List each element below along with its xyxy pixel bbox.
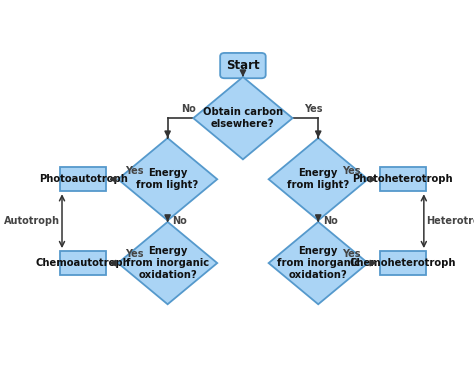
Polygon shape bbox=[269, 222, 368, 304]
Text: Energy
from light?: Energy from light? bbox=[287, 168, 349, 190]
Text: Yes: Yes bbox=[342, 249, 360, 259]
Text: No: No bbox=[181, 104, 196, 114]
Polygon shape bbox=[118, 222, 217, 304]
Text: Chemoautotroph: Chemoautotroph bbox=[36, 258, 130, 268]
FancyBboxPatch shape bbox=[60, 167, 106, 191]
Text: Energy
from inorganic
oxidation?: Energy from inorganic oxidation? bbox=[277, 246, 360, 280]
Polygon shape bbox=[118, 138, 217, 220]
Text: Chemoheterotroph: Chemoheterotroph bbox=[349, 258, 456, 268]
Text: Autotroph: Autotroph bbox=[4, 216, 60, 226]
Text: Heterotroph: Heterotroph bbox=[426, 216, 474, 226]
Text: No: No bbox=[172, 216, 187, 226]
Text: Photoheterotroph: Photoheterotroph bbox=[352, 174, 453, 184]
FancyBboxPatch shape bbox=[380, 167, 426, 191]
Text: Energy
from inorganic
oxidation?: Energy from inorganic oxidation? bbox=[126, 246, 209, 280]
FancyBboxPatch shape bbox=[60, 251, 106, 275]
Text: Yes: Yes bbox=[304, 104, 322, 114]
Text: No: No bbox=[323, 216, 337, 226]
Text: Yes: Yes bbox=[125, 249, 144, 259]
FancyBboxPatch shape bbox=[220, 53, 266, 78]
Text: Yes: Yes bbox=[125, 166, 144, 176]
Text: Start: Start bbox=[226, 59, 260, 72]
Text: Yes: Yes bbox=[342, 166, 360, 176]
Text: Energy
from light?: Energy from light? bbox=[137, 168, 199, 190]
Text: Obtain carbon
elsewhere?: Obtain carbon elsewhere? bbox=[203, 107, 283, 129]
Polygon shape bbox=[193, 77, 292, 159]
Polygon shape bbox=[269, 138, 368, 220]
Text: Photoautotroph: Photoautotroph bbox=[39, 174, 128, 184]
FancyBboxPatch shape bbox=[380, 251, 426, 275]
